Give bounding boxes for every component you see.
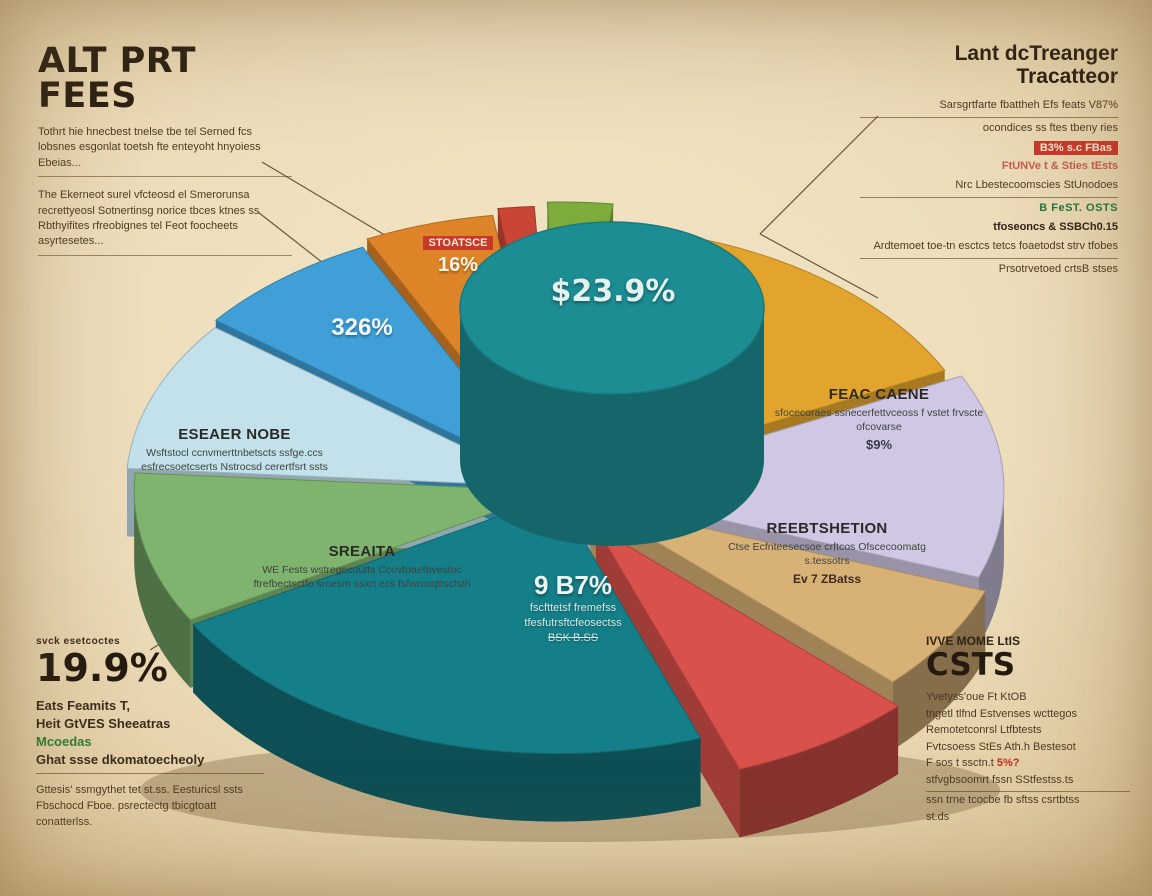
pie-slice-rim-red — [739, 706, 899, 838]
bottom-right-line-7: ssn trne tcocbe fb sftss csrtbtss — [926, 794, 1080, 806]
feac-annotation: FEAC CAENE sfocecoraes ssnecerfettvceoss… — [773, 386, 985, 452]
center-cylinder-side — [460, 308, 764, 546]
bottom-left-line-4: Ghat ssse dkomatoecheoly — [36, 751, 264, 774]
teal-slice-line-3: BSK B.SS — [547, 631, 599, 644]
top-right-line-1: Sarsgrtfarte fbattheh Efs feats V87% — [860, 98, 1118, 119]
orange-slice-label-group: STOATSCE 16% — [398, 232, 518, 277]
orange-slice-tag: STOATSCE — [422, 236, 494, 250]
bottom-right-line-3: Remotetconrsl Ltfbtests — [926, 724, 1042, 736]
bottom-left-line-2: Heit GtVES Sheeatras — [36, 716, 171, 732]
teal-slice-percentage: 9 B7% — [533, 570, 613, 600]
reebt-body: Ctse Ecfnteesecsoe crftcos Ofscecoomatg … — [728, 541, 926, 568]
bottom-right-line-1: Yvetyss'oue Ft KtOB — [926, 691, 1027, 703]
bottom-right-line-5: F sos t ssctn.t 5%? — [926, 755, 1130, 772]
leader-line — [759, 115, 879, 235]
pie-slice-red — [595, 526, 900, 770]
bottom-right-block: IVVE MOME LtIS CSTS Yvetyss'oue Ft KtOB … — [926, 634, 1130, 825]
feac-body: sfocecoraes ssnecerfettvceoss f vstet fr… — [774, 407, 984, 434]
intro-paragraph-2: The Ekerneot surel vfcteosd el Smeroruns… — [38, 188, 292, 256]
top-right-green-line: B FeST. OSTS — [1039, 201, 1118, 214]
teal-slice-label-group: 9 B7% fscfttetsf fremefss tfesfutrsftcfe… — [448, 570, 698, 646]
feac-heading: FEAC CAENE — [828, 386, 930, 403]
top-right-block: Lant dcTreanger Tracatteor Sarsgrtfarte … — [860, 42, 1118, 278]
teal-slice-line-1: fscfttetsf fremefss — [529, 602, 617, 614]
eseaer-body: Wsftstocl ccnvmerttnbetscts ssfge.ccs es… — [141, 447, 328, 474]
bottom-right-red-percentage: 5%? — [996, 757, 1020, 769]
bottom-left-paragraph: Gttesis' ssmgythet tet st.ss. Eesturicsl… — [36, 783, 243, 828]
bottom-right-line-5-text: F sos t ssctn.t — [926, 757, 997, 769]
reebt-heading: REEBTSHETION — [766, 520, 888, 537]
intro-paragraph-1: Tothrt hie hnecbest tnelse tbe tel Serne… — [38, 125, 292, 178]
teal-slice-line-2: tfesfutrsftcfeosectss — [524, 616, 622, 629]
pie-slice-tan — [590, 502, 986, 683]
pie-slice-green — [133, 472, 555, 621]
top-right-line-5: Prsotrvetoed crtsB stses — [998, 262, 1118, 275]
red-highlight-tag: B3% s.c FBas — [1033, 141, 1118, 156]
blue-slice-percentage: 326% — [331, 314, 393, 341]
bottom-left-small-heading: svck esetcoctes — [36, 636, 121, 647]
bottom-right-line-4: Fvtcsoess StEs Ath.h Bestesot — [926, 740, 1076, 753]
page-title: ALT PRT FEES — [38, 41, 197, 116]
bottom-left-line-1: Eats Feamits T, — [36, 697, 130, 713]
pie-slice-rim-teal — [193, 624, 701, 822]
top-right-line-4: Ardtemoet toe-tn esctcs tetcs foaetodst … — [860, 239, 1118, 259]
pie-slice-rim-green — [134, 490, 191, 688]
reebt-tail: Ev 7 ZBatss — [792, 572, 862, 587]
reebt-annotation: REEBTSHETION Ctse Ecfnteesecsoe crftcos … — [718, 520, 936, 586]
pie-slice-light-blue — [126, 326, 547, 487]
bottom-left-line-3: Mcoedas — [36, 734, 92, 750]
orange-slice-percentage: 16% — [437, 254, 479, 276]
sreaita-body: WE Fests wstregecoutts Ccovtoaetbvestoc … — [253, 564, 471, 591]
pie-slice-lavender — [581, 375, 1005, 578]
sreaita-heading: SREAITA — [328, 543, 396, 560]
bottom-right-big-heading: CSTS — [926, 647, 1016, 683]
bottom-left-percentage: 19.9% — [36, 646, 168, 690]
center-slice-percentage: $23.9% — [550, 274, 676, 309]
bottom-right-small-heading: IVVE MOME LtIS — [926, 634, 1021, 648]
top-right-line-2: ocondices ss ftes tbeny ries — [982, 122, 1118, 135]
pie-slice-teal — [192, 495, 702, 755]
title-block: ALT PRT FEES Tothrt hie hnecbest tnelse … — [38, 44, 292, 256]
bottom-left-block: svck esetcoctes 19.9% Eats Feamits T, He… — [36, 636, 264, 830]
leader-line — [759, 233, 879, 299]
pie-slice-rim-tan — [892, 590, 986, 750]
center-cylinder-top — [459, 221, 765, 395]
top-right-line-3: Nrc Lbestecoomscies StUnodoes — [860, 178, 1118, 198]
bottom-right-line-8: st.ds — [926, 810, 950, 823]
bottom-right-line-2: tngetl tlfnd Estvenses wcttegos — [926, 707, 1078, 720]
bottom-right-line-6: stfvgbsoomrt fssn SStfestss.ts — [926, 772, 1130, 792]
eseaer-annotation: ESEAER NOBE Wsftstocl ccnvmerttnbetscts … — [132, 426, 337, 474]
top-right-pink-line: FtUNVe t & Sties tEsts — [1001, 160, 1118, 173]
top-right-heading: Lant dcTreanger Tracatteor — [954, 42, 1118, 89]
eseaer-heading: ESEAER NOBE — [178, 426, 291, 443]
feac-percentage: $9% — [865, 437, 893, 453]
top-right-bold-line: tfoseoncs & SSBCh0.15 — [993, 220, 1118, 233]
sreaita-annotation: SREAITA WE Fests wstregecoutts Ccovtoaet… — [252, 543, 472, 591]
